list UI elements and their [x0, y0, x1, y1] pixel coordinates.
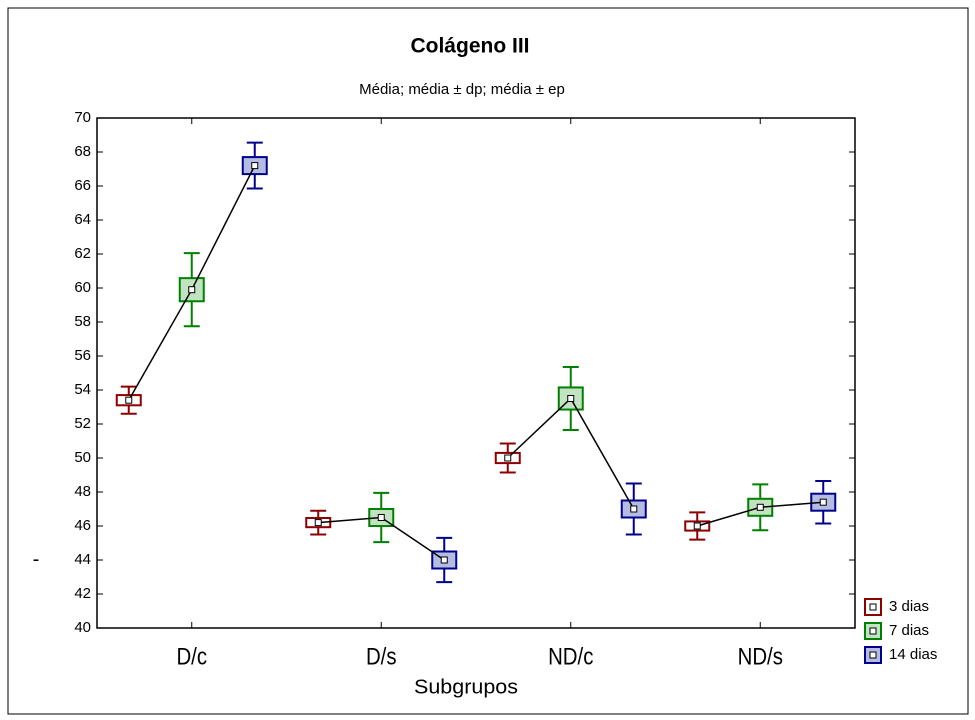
mean-marker — [314, 519, 322, 527]
y-tick-label: 70 — [74, 109, 91, 126]
plot-area — [96, 117, 856, 629]
y-tick-label: 50 — [74, 449, 91, 466]
y-tick-label: 52 — [74, 415, 91, 432]
mean-marker — [756, 503, 764, 511]
frame — [7, 7, 969, 715]
legend-marker — [869, 603, 877, 611]
y-tick-label: 66 — [74, 177, 91, 194]
mean-marker — [377, 514, 385, 521]
legend-marker — [869, 627, 877, 635]
mean-marker — [251, 162, 259, 170]
y-tick-label: 58 — [74, 313, 91, 330]
mean-marker — [567, 395, 575, 402]
x-axis-label: Subgrupos — [414, 676, 518, 698]
y-tick-label: 64 — [74, 211, 91, 228]
legend-label: 14 dias — [889, 646, 937, 663]
mean-marker — [125, 396, 133, 404]
chart-title: Colágeno III — [410, 35, 529, 58]
mean-marker — [693, 522, 701, 530]
y-tick-label: 62 — [74, 245, 91, 262]
y-tick-label: 42 — [74, 585, 91, 602]
x-tick-label: D/s — [366, 643, 397, 670]
y-tick-label: 54 — [74, 381, 91, 398]
mean-marker — [819, 498, 827, 506]
y-axis-label: - — [33, 548, 40, 570]
y-tick-label: 46 — [74, 517, 91, 534]
x-tick-label: D/c — [176, 643, 207, 670]
mean-marker — [440, 556, 448, 564]
mean-marker — [504, 454, 512, 462]
y-tick-label: 40 — [74, 619, 91, 636]
y-tick-label: 48 — [74, 483, 91, 500]
legend-label: 7 dias — [889, 622, 929, 639]
x-tick-label: ND/c — [548, 643, 593, 670]
y-tick-label: 68 — [74, 143, 91, 160]
y-tick-label: 60 — [74, 279, 91, 296]
legend-marker — [869, 651, 877, 659]
mean-marker — [188, 286, 196, 294]
chart-subtitle: Média; média ± dp; média ± ep — [359, 81, 565, 98]
y-tick-label: 44 — [74, 551, 91, 568]
y-tick-label: 56 — [74, 347, 91, 364]
mean-marker — [630, 505, 638, 513]
legend-label: 3 dias — [889, 598, 929, 615]
x-tick-label: ND/s — [738, 643, 783, 670]
